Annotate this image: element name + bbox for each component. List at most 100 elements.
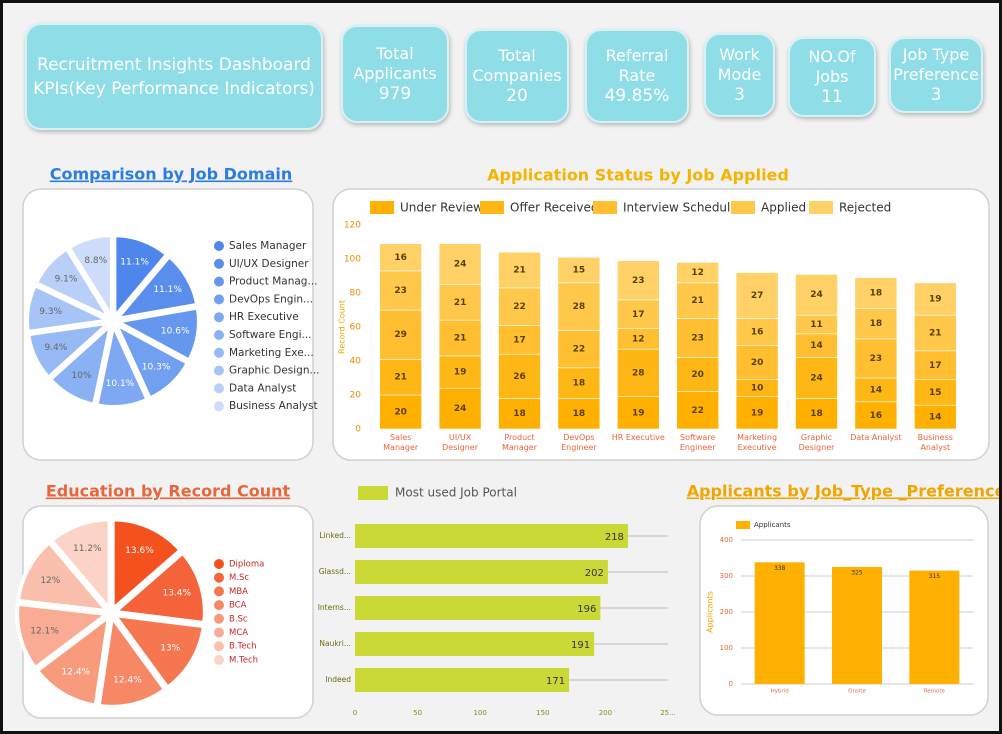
bar-segment <box>557 398 601 430</box>
x-tick-label: HR Executive <box>611 433 665 442</box>
legend-swatch <box>214 627 224 638</box>
kpi-label: Work Mode <box>717 45 762 84</box>
kpi-card: NO.Of Jobs 11 <box>788 37 876 117</box>
x-tick-label: Product Manager <box>501 433 538 452</box>
bar-value: 196 <box>577 604 596 615</box>
x-tick-label: Remote <box>924 689 946 695</box>
bar-value: 202 <box>585 568 604 579</box>
legend-label: Sales Manager <box>229 240 307 252</box>
bar-segment <box>379 358 423 396</box>
bar-segment <box>438 387 482 430</box>
segment-label: 23 <box>870 354 883 364</box>
kpi-value: 3 <box>930 85 942 105</box>
pie-slice <box>110 517 183 612</box>
kpi-value: 11 <box>821 87 843 107</box>
x-tick-label: Graphic Designer <box>798 433 835 452</box>
slice-label: 12% <box>40 576 60 586</box>
bar-segment <box>498 353 541 399</box>
bar-segment <box>616 299 660 329</box>
legend-swatch <box>736 521 750 529</box>
legend-label: DevOps Engin... <box>229 293 313 305</box>
legend-label: M.Tech <box>229 655 258 665</box>
bar-segment <box>676 262 720 284</box>
segment-label: 22 <box>573 345 586 355</box>
legend-swatch <box>214 294 224 305</box>
pie-slice <box>66 233 114 320</box>
kpi-value: 49.85% <box>604 86 670 106</box>
segment-label: 20 <box>751 358 764 368</box>
slice-label: 11.1% <box>120 257 149 267</box>
legend-swatch <box>214 347 224 358</box>
pie-slice <box>94 322 150 409</box>
legend-label: Applied <box>761 201 806 215</box>
kpi-card: Total Applicants 979 <box>341 25 449 123</box>
segment-label: 18 <box>870 289 883 299</box>
y-tick-label: Glassd... <box>319 567 351 576</box>
bar-segment <box>676 391 720 430</box>
bar-segment <box>557 330 601 369</box>
legend-swatch <box>214 641 224 652</box>
kpi-card: Job Type Preference 3 <box>889 37 983 113</box>
legend-swatch <box>593 201 617 214</box>
legend-swatch <box>358 486 388 500</box>
pie-slice <box>25 283 112 334</box>
title-line: Recruitment Insights Dashboard <box>37 54 311 75</box>
x-tick-label: 50 <box>413 709 422 717</box>
legend-swatch <box>214 330 224 340</box>
slice-label: 10.6% <box>161 327 190 337</box>
segment-label: 12 <box>691 268 704 278</box>
slice-label: 12.1% <box>30 627 59 637</box>
segment-label: 14 <box>929 413 942 423</box>
segment-label: 17 <box>513 335 526 345</box>
legend-label: Under Review <box>400 201 483 215</box>
pie-slice <box>113 321 190 401</box>
legend-label: MCA <box>229 628 248 638</box>
pie-slice <box>48 322 114 407</box>
slice-label: 10.1% <box>106 379 135 389</box>
pie-slice <box>112 613 206 690</box>
segment-label: 19 <box>632 408 645 418</box>
legend-label: Graphic Design... <box>229 365 320 377</box>
bar-segment <box>735 345 779 381</box>
segment-label: 23 <box>394 286 407 296</box>
legend-swatch <box>214 401 224 412</box>
segment-label: 22 <box>513 302 526 312</box>
segment-label: 15 <box>573 266 586 276</box>
legend-swatch <box>214 572 224 583</box>
x-tick-label: Software Engineer <box>679 433 716 452</box>
slice-label: 11.1% <box>153 285 182 295</box>
legend-label: Rejected <box>839 201 891 215</box>
legend-label: Interview Scheduled <box>623 201 745 215</box>
legend-swatch <box>214 383 224 394</box>
bar-segment <box>438 243 482 285</box>
legend-label: UI/UX Designer <box>229 258 309 270</box>
x-tick-label: Hybrid <box>771 689 789 695</box>
legend-swatch <box>214 586 224 597</box>
pie-slice <box>15 601 110 671</box>
segment-label: 14 <box>870 385 883 395</box>
x-tick-label: 200 <box>599 709 612 717</box>
y-tick-label: 40 <box>350 357 362 367</box>
slice-label: 13.4% <box>162 588 191 598</box>
bar <box>909 570 960 684</box>
legend-label: Product Manag... <box>229 276 317 288</box>
slice-label: 13% <box>160 643 180 653</box>
segment-label: 11 <box>810 320 823 330</box>
slice-label: 9.1% <box>55 274 78 284</box>
slice-label: 9.4% <box>44 343 67 353</box>
bar-segment <box>676 282 720 319</box>
y-tick-label: 60 <box>350 323 362 333</box>
segment-label: 17 <box>929 361 942 371</box>
kpi-label: Referral Rate <box>605 46 669 85</box>
segment-label: 16 <box>870 411 883 421</box>
segment-label: 22 <box>691 406 704 416</box>
kpi-card: Work Mode 3 <box>704 33 775 117</box>
bar-segment <box>616 396 660 430</box>
bar-segment <box>379 270 423 311</box>
slice-label: 11.2% <box>73 544 102 554</box>
legend-label: Most used Job Portal <box>395 486 517 500</box>
pie-slice <box>114 305 201 363</box>
y-tick-label: 0 <box>729 680 733 688</box>
legend-label: B.Tech <box>229 642 257 652</box>
x-tick-label: 100 <box>474 709 487 717</box>
